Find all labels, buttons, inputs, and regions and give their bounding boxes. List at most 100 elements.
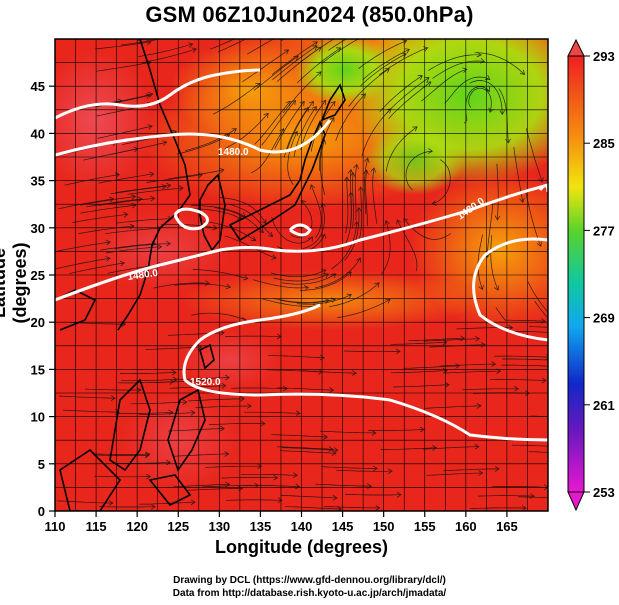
streamline: [494, 355, 548, 358]
streamline: [130, 401, 187, 405]
streamline: [299, 271, 352, 291]
streamline-arrow: [384, 220, 390, 226]
streamline-arrow: [536, 241, 542, 247]
streamline-arrow: [321, 99, 327, 106]
streamline-arrow: [197, 172, 203, 178]
streamline: [495, 307, 546, 322]
streamline-arrow: [396, 219, 402, 225]
colorbar: 293 285 277 269 261 253: [567, 38, 615, 512]
streamline: [428, 54, 482, 71]
streamline-arrow: [308, 100, 314, 107]
streamline: [154, 379, 211, 384]
streamline-arrow: [428, 148, 433, 154]
streamline: [186, 487, 243, 491]
streamline-arrow: [560, 318, 564, 323]
streamline: [323, 505, 380, 509]
streamline: [425, 405, 482, 409]
streamline: [525, 192, 542, 247]
streamline: [408, 337, 465, 342]
streamline: [302, 203, 325, 249]
streamline-arrow: [182, 399, 188, 405]
streamline: [496, 163, 499, 220]
streamline: [279, 298, 336, 304]
colorbar-tick-label: 293: [593, 49, 615, 64]
streamline-arrow: [387, 468, 393, 475]
streamline-arrow: [412, 126, 418, 132]
streamline-arrow: [247, 403, 252, 409]
streamline: [279, 450, 336, 454]
streamline-arrow: [309, 184, 316, 190]
streamline: [138, 43, 193, 58]
streamline: [386, 77, 430, 114]
streamline-arrow: [105, 239, 111, 246]
streamline: [314, 257, 361, 289]
streamline-arrow: [240, 396, 245, 402]
streamline-arrow: [328, 446, 334, 452]
x-axis-ticks: 110 115 120 125 130 135 140 145 150 155 160 165: [45, 511, 518, 534]
streamline: [487, 201, 494, 258]
streamline: [527, 281, 548, 313]
streamline: [478, 495, 535, 497]
streamline: [525, 128, 543, 183]
streamline: [432, 60, 485, 79]
streamline: [55, 257, 111, 270]
streamline: [99, 506, 156, 508]
streamline: [110, 185, 167, 195]
streamline-arrow: [146, 39, 152, 46]
streamline-arrow: [117, 98, 123, 105]
streamline-arrow: [357, 186, 364, 192]
streamline-arrow: [455, 363, 461, 369]
streamline: [247, 39, 275, 55]
grid-lines: [55, 39, 548, 511]
streamline: [161, 224, 217, 229]
streamline-arrow: [442, 367, 448, 374]
streamline-arrow: [352, 370, 357, 376]
streamline-arrow: [374, 282, 380, 288]
streamline: [59, 395, 116, 399]
streamline: [344, 350, 401, 353]
streamline: [331, 221, 358, 270]
streamline: [271, 41, 318, 75]
streamline-arrow: [462, 67, 468, 73]
streamline-arrow: [384, 68, 390, 73]
streamline-arrow: [231, 128, 237, 134]
streamline: [168, 332, 225, 336]
x-tick-label: 160: [455, 519, 477, 534]
streamline: [92, 454, 150, 456]
streamline-arrow: [168, 409, 174, 416]
streamline: [362, 49, 410, 81]
streamline: [379, 75, 423, 112]
streamline-arrow: [340, 32, 345, 36]
streamline-arrow: [172, 376, 178, 383]
x-tick-label: 120: [126, 519, 148, 534]
streamline: [221, 477, 278, 479]
streamline: [422, 446, 479, 450]
streamline-arrow: [442, 339, 448, 346]
streamline-arrow: [514, 386, 519, 392]
streamline: [321, 466, 378, 469]
streamline: [141, 48, 197, 63]
streamline-arrow: [329, 116, 335, 123]
streamline: [511, 444, 548, 447]
streamline: [381, 220, 391, 275]
streamline-arrow: [150, 503, 156, 510]
map-title: GSM 06Z10Jun2024 (850.0hPa): [145, 2, 474, 27]
streamline: [116, 218, 172, 224]
y-tick-label: 25: [31, 268, 45, 283]
streamline-arrow: [172, 39, 174, 40]
streamline: [202, 485, 259, 488]
streamline-arrow: [204, 280, 210, 286]
streamline-arrow: [331, 450, 337, 456]
streamline-arrow: [136, 387, 142, 393]
streamline: [282, 71, 322, 114]
streamline: [328, 39, 348, 51]
streamline: [271, 434, 328, 438]
streamline-arrow: [131, 194, 137, 200]
streamline-arrow: [109, 196, 115, 203]
streamline: [274, 101, 305, 149]
streamline: [205, 465, 262, 468]
streamline-arrow: [519, 197, 525, 203]
wind-streamlines: [55, 32, 564, 511]
streamline-arrow: [105, 256, 111, 262]
streamline-arrow: [543, 484, 548, 491]
